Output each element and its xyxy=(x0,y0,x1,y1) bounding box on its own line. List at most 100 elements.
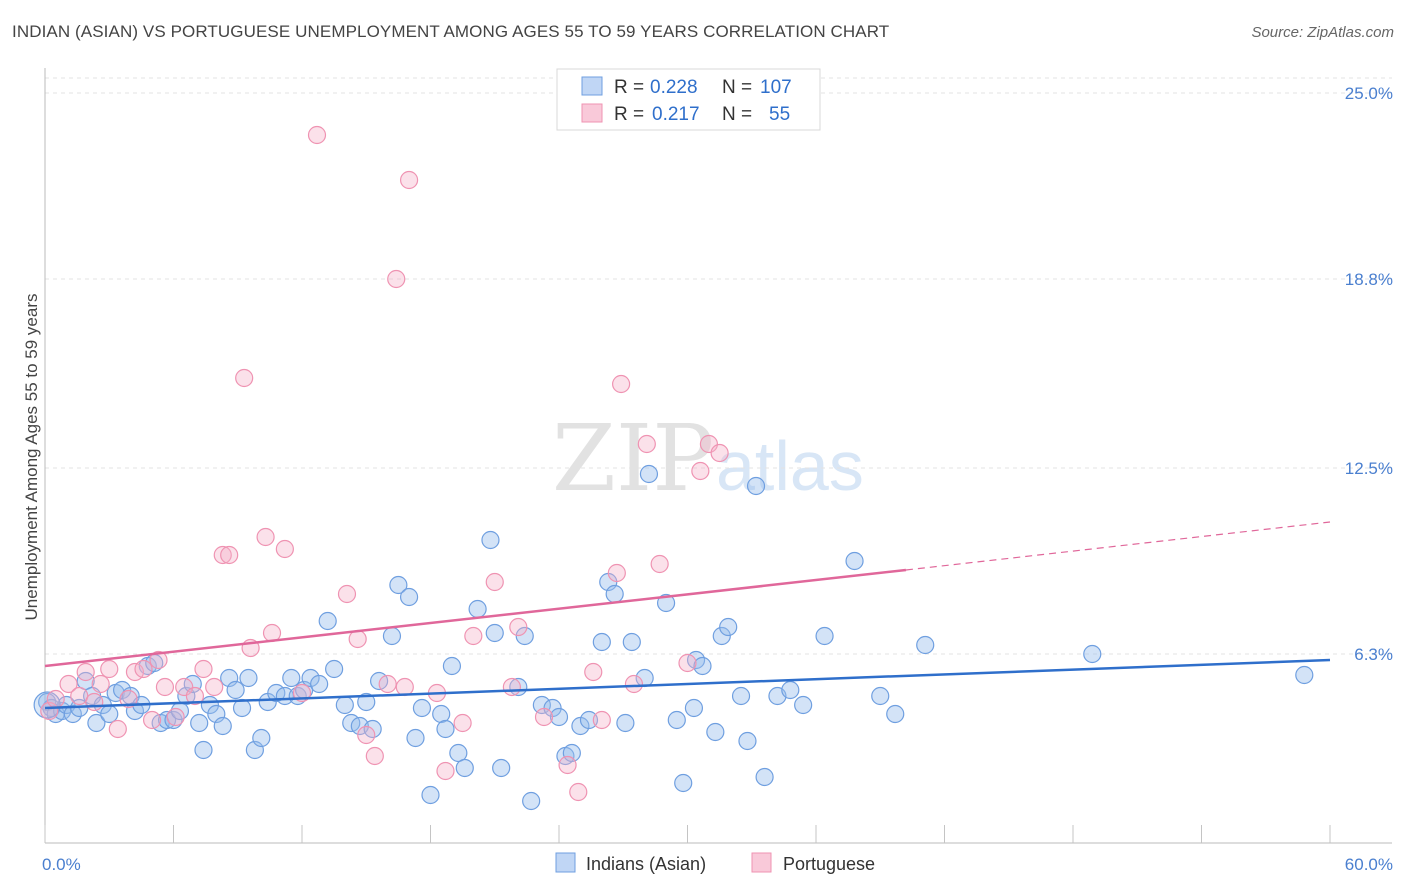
indians-point xyxy=(100,704,119,724)
indians-point xyxy=(213,716,232,736)
portuguese-point xyxy=(149,650,168,670)
legend-indians-n-value: 107 xyxy=(760,77,792,98)
indians-point xyxy=(406,728,425,748)
portuguese-point xyxy=(166,707,185,727)
portuguese-point xyxy=(650,554,669,574)
portuguese-point xyxy=(307,125,327,145)
indians-point xyxy=(781,680,800,700)
indians-point xyxy=(712,626,731,646)
legend-portuguese-n-label: N = xyxy=(722,104,752,125)
y-tick-label: 6.3% xyxy=(1354,645,1393,664)
indians-point xyxy=(755,767,774,787)
source-label: Source: ZipAtlas.com xyxy=(1251,24,1394,41)
legend-indians-n-label: N = xyxy=(722,77,752,98)
portuguese-point xyxy=(558,755,577,775)
portuguese-point xyxy=(509,617,528,637)
y-tick-label: 18.8% xyxy=(1345,270,1393,289)
indians-point xyxy=(667,710,686,730)
portuguese-points xyxy=(40,125,729,802)
indians-point xyxy=(282,668,301,688)
y-tick-label: 25.0% xyxy=(1345,84,1393,103)
x-tick-label-max: 60.0% xyxy=(1345,855,1393,874)
indians-point xyxy=(481,530,500,550)
portuguese-point xyxy=(59,674,78,694)
legend-indians-r-label: R = xyxy=(614,77,644,98)
indians-point xyxy=(194,740,213,760)
portuguese-point xyxy=(119,689,138,709)
indians-point xyxy=(442,656,462,676)
portuguese-point xyxy=(213,545,232,565)
indians-point xyxy=(549,707,569,727)
indians-point xyxy=(421,785,440,805)
portuguese-point xyxy=(691,461,710,481)
legend-bottom-portuguese-swatch xyxy=(751,852,772,873)
portuguese-point xyxy=(46,689,65,709)
indians-point xyxy=(252,728,271,748)
indians-point xyxy=(592,632,611,652)
indians-trend-line xyxy=(44,658,1331,710)
indians-point xyxy=(325,659,344,679)
grid-lines xyxy=(45,77,1392,655)
indians-point xyxy=(226,680,245,700)
indians-point xyxy=(485,623,504,643)
portuguese-point xyxy=(502,677,521,697)
portuguese-point xyxy=(378,674,397,694)
indians-point xyxy=(639,464,659,484)
indians-point xyxy=(436,719,455,739)
portuguese-point xyxy=(365,746,384,766)
portuguese-point xyxy=(337,584,357,604)
portuguese-point xyxy=(436,761,455,781)
portuguese-point xyxy=(91,674,110,694)
portuguese-point xyxy=(464,626,483,646)
indians-point xyxy=(318,611,337,631)
portuguese-point xyxy=(678,653,697,673)
indians-points xyxy=(33,464,1314,811)
chart-title: INDIAN (ASIAN) VS PORTUGUESE UNEMPLOYMEN… xyxy=(12,22,890,41)
indians-point xyxy=(562,743,581,763)
indians-point xyxy=(455,758,474,778)
legend-portuguese-r-label: R = xyxy=(614,104,644,125)
portuguese-point xyxy=(607,563,626,583)
portuguese-point xyxy=(399,170,419,190)
portuguese-point xyxy=(205,677,224,697)
indians-point xyxy=(449,743,468,763)
portuguese-trend-line xyxy=(44,568,907,668)
legend-top: R = 0.228 N = 107 R = 0.217 N = 55 xyxy=(556,68,821,131)
x-tick-label-min: 0.0% xyxy=(42,855,81,874)
portuguese-point xyxy=(637,434,656,454)
portuguese-point xyxy=(194,659,213,679)
legend-portuguese-swatch xyxy=(581,103,603,123)
indians-point xyxy=(492,758,511,778)
indians-point xyxy=(794,695,813,715)
indians-point xyxy=(693,656,712,676)
y-tick-label: 12.5% xyxy=(1345,459,1393,478)
portuguese-point xyxy=(357,725,376,745)
portuguese-point xyxy=(100,659,119,679)
indians-point xyxy=(579,710,599,730)
indians-point xyxy=(845,551,864,571)
indians-point xyxy=(815,626,834,646)
indians-point xyxy=(515,626,534,646)
indians-point xyxy=(684,698,704,718)
portuguese-point xyxy=(108,719,127,739)
portuguese-point xyxy=(387,269,406,289)
indians-point xyxy=(399,587,419,607)
y-axis-title: Unemployment Among Ages 55 to 59 years xyxy=(22,294,41,621)
portuguese-point xyxy=(220,545,239,565)
indians-point xyxy=(1295,665,1314,685)
indians-point xyxy=(622,632,641,652)
legend-portuguese-n-value: 55 xyxy=(769,104,790,125)
indians-point xyxy=(432,704,451,724)
indians-point xyxy=(605,584,624,604)
legend-portuguese-r-value: 0.217 xyxy=(652,104,700,125)
indians-point xyxy=(468,599,487,619)
indians-point xyxy=(239,668,258,688)
indians-point xyxy=(738,731,757,751)
indians-point xyxy=(916,635,935,655)
portuguese-point xyxy=(256,527,275,547)
indians-point xyxy=(886,704,905,724)
portuguese-point xyxy=(85,692,104,712)
portuguese-point xyxy=(155,677,175,697)
trend-lines xyxy=(44,521,1331,710)
watermark-atlas: atlas xyxy=(716,427,864,505)
